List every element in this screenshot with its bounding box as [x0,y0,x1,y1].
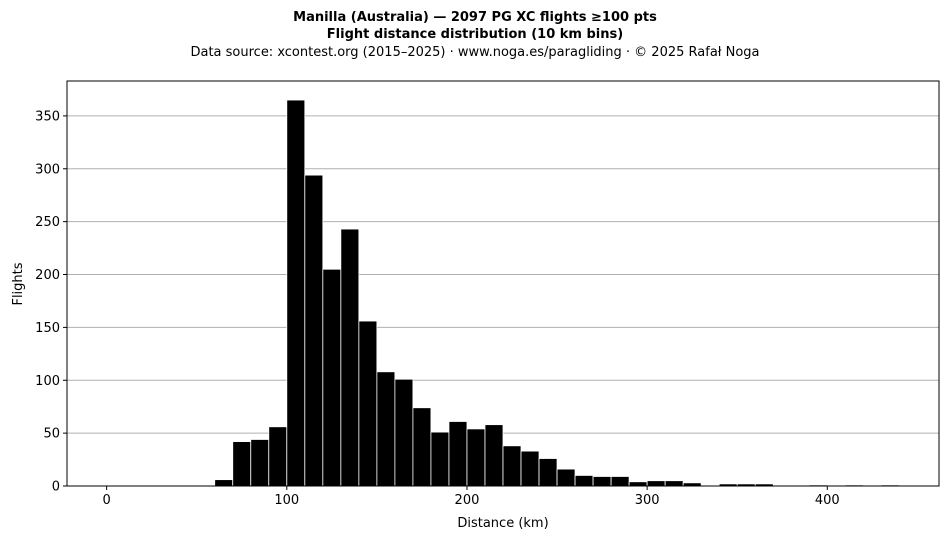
histogram-bar [466,428,486,487]
chart-source-note: Data source: xcontest.org (2015–2025) · … [190,45,759,60]
histogram-bar [664,480,684,487]
histogram-bar [484,424,504,487]
histogram-bar [376,371,396,487]
y-tick-label: 350 [35,109,60,124]
y-axis-ticks: 0 50 100 150 200 250 300 350 [35,109,67,495]
y-tick-label: 100 [35,374,60,389]
histogram-bar [502,445,522,487]
y-tick-label: 200 [35,268,60,283]
histogram-bar [286,99,306,487]
histogram-bar [592,476,612,487]
histogram-bar [358,320,378,487]
x-axis-label: Distance (km) [457,516,548,531]
histogram-bar [340,228,360,487]
histogram-bar [520,450,540,487]
histogram-bar [214,479,234,487]
bars [214,99,900,487]
histogram-bar [268,426,288,487]
histogram-bar [646,480,666,487]
x-axis-ticks: 0 100 200 300 400 [102,486,840,508]
histogram-bar [412,407,432,487]
x-tick-label: 0 [102,493,110,508]
y-gridlines [67,115,939,434]
y-tick-label: 0 [52,480,60,495]
histogram-bar [448,421,468,487]
histogram-bar [628,481,648,487]
histogram-bar [322,268,342,487]
x-tick-label: 200 [455,493,480,508]
x-tick-label: 300 [635,493,660,508]
chart-title: Manilla (Australia) — 2097 PG XC flights… [293,10,657,25]
histogram-bar [610,476,630,487]
histogram-bar [232,441,252,487]
histogram-bar [250,439,270,487]
x-tick-label: 400 [815,493,840,508]
y-tick-label: 50 [43,427,60,442]
histogram-bar [394,378,414,487]
y-tick-label: 250 [35,215,60,230]
y-axis-label: Flights [11,262,26,305]
y-tick-label: 300 [35,162,60,177]
histogram-bar [574,475,594,487]
plot-frame [66,80,940,487]
histogram-bar [304,174,324,487]
histogram-bar [556,468,576,487]
chart-subtitle: Flight distance distribution (10 km bins… [327,27,623,42]
histogram-bar [430,431,450,487]
x-tick-label: 100 [274,493,299,508]
histogram-bar [538,458,558,487]
y-tick-label: 150 [35,321,60,336]
